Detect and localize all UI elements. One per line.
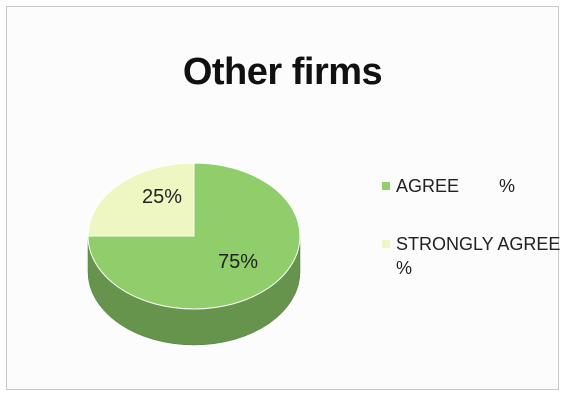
data-label-0: 75% (218, 251, 258, 273)
pie-slice-0 (87, 162, 301, 310)
data-label-1: 25% (142, 186, 182, 208)
legend-item-agree: AGREE % (382, 174, 562, 198)
legend-swatch-strongly-agree (382, 240, 390, 248)
legend-item-strongly-agree: STRONGLY AGREE % (382, 232, 562, 280)
legend-swatch-agree (382, 182, 390, 190)
legend: AGREE % STRONGLY AGREE % (382, 174, 562, 314)
pie-slice-1 (87, 162, 195, 237)
legend-label-agree: AGREE % (396, 176, 516, 196)
chart-title: Other firms (182, 51, 383, 93)
legend-label-strongly-agree: STRONGLY AGREE % (396, 234, 561, 278)
